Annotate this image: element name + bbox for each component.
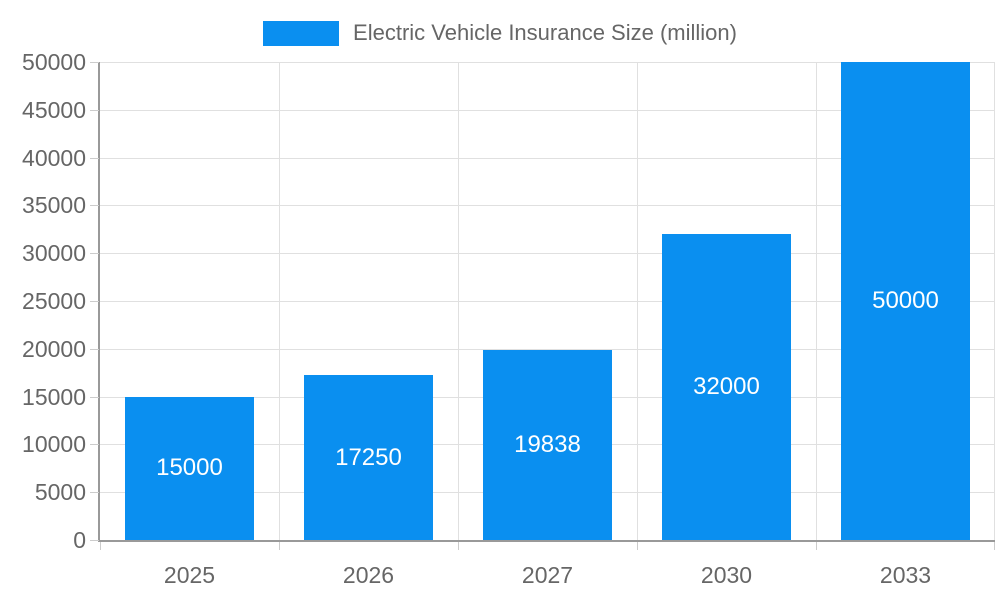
y-axis-label: 30000: [22, 240, 86, 267]
x-axis-label: 2026: [342, 562, 395, 588]
gridline-horizontal: [100, 253, 995, 255]
y-axis-label: 20000: [22, 335, 86, 362]
bar-value-label: 19838: [514, 431, 581, 459]
y-axis-tick: [90, 444, 99, 446]
x-axis-tick: [816, 542, 817, 550]
x-axis-tick: [100, 542, 101, 550]
y-axis-label: 0: [73, 527, 86, 553]
y-axis-label: 35000: [22, 192, 86, 219]
bar-value-label: 17250: [335, 443, 402, 471]
legend[interactable]: Electric Vehicle Insurance Size (million…: [0, 20, 1000, 46]
y-axis-tick: [90, 301, 99, 302]
y-axis-tick: [90, 396, 99, 398]
y-axis-tick: [90, 540, 99, 541]
y-axis-tick: [90, 348, 99, 350]
gridline-horizontal: [100, 348, 995, 350]
y-axis-tick: [90, 253, 99, 255]
bar[interactable]: 19838: [483, 350, 612, 540]
y-axis-label: 45000: [22, 96, 86, 123]
bar[interactable]: 32000: [662, 234, 791, 540]
y-axis-label: 25000: [22, 288, 86, 314]
y-axis-tick: [90, 62, 99, 63]
gridline-horizontal: [100, 157, 995, 159]
y-axis-tick: [90, 109, 99, 111]
y-axis-tick: [90, 157, 99, 159]
x-axis-tick: [994, 542, 995, 550]
bar-value-label: 32000: [693, 373, 760, 401]
legend-swatch[interactable]: [263, 20, 340, 46]
gridline-vertical: [458, 62, 459, 540]
bar[interactable]: 50000: [841, 62, 970, 540]
gridline-vertical: [637, 62, 638, 540]
x-axis-label: 2025: [163, 562, 216, 588]
y-axis-label: 5000: [34, 479, 86, 506]
bar[interactable]: 15000: [125, 396, 254, 540]
gridline-vertical: [279, 62, 280, 540]
x-axis-label: 2033: [879, 562, 932, 588]
gridline-vertical: [816, 62, 817, 540]
x-axis-label: 2030: [700, 562, 753, 588]
gridline-horizontal: [100, 62, 995, 63]
y-axis-tick: [90, 205, 99, 207]
y-axis-tick: [90, 492, 99, 494]
legend-label[interactable]: Electric Vehicle Insurance Size (million…: [353, 20, 737, 45]
y-axis-label: 40000: [22, 144, 86, 171]
bar-value-label: 50000: [872, 287, 939, 314]
x-axis-tick: [637, 542, 638, 550]
gridline-horizontal: [100, 301, 995, 302]
y-axis-label: 50000: [22, 49, 86, 75]
y-axis-label: 10000: [22, 431, 86, 458]
bar[interactable]: 17250: [304, 375, 433, 540]
gridline-horizontal: [100, 205, 995, 207]
x-axis-tick: [458, 542, 459, 550]
bar-value-label: 15000: [156, 454, 223, 482]
gridline-horizontal: [100, 109, 995, 111]
x-axis-label: 2027: [521, 562, 574, 588]
x-axis-tick: [279, 542, 280, 550]
y-axis-label: 15000: [22, 383, 86, 410]
gridline-vertical: [994, 62, 995, 540]
plot-area: 15000 17250 19838 32000 50000: [98, 62, 995, 542]
